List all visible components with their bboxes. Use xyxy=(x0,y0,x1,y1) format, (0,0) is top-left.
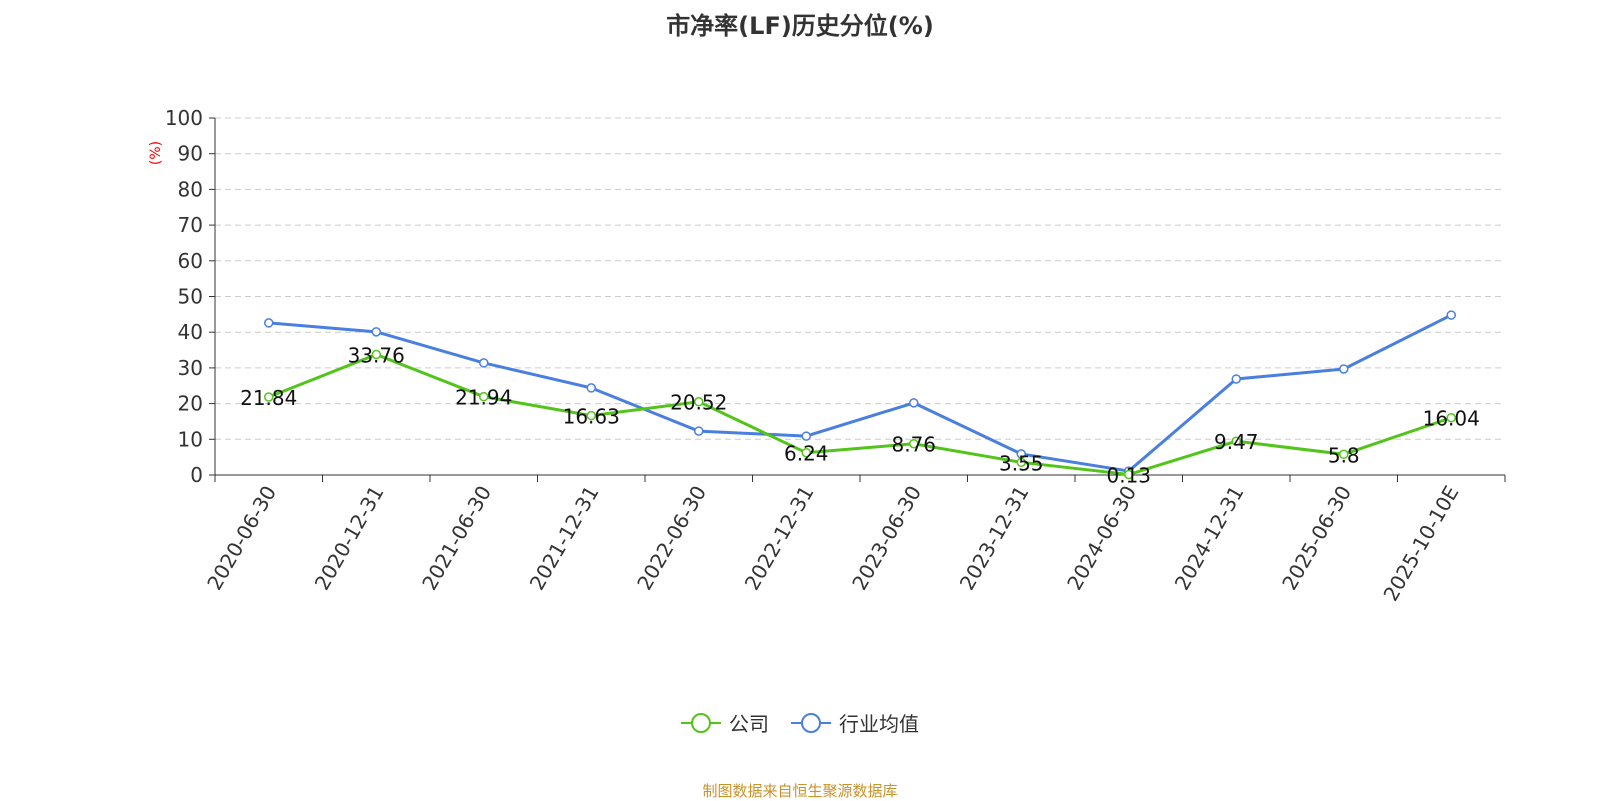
data-point xyxy=(909,398,919,408)
data-label: 21.94 xyxy=(455,386,512,410)
series-line xyxy=(268,313,1452,473)
data-label: 3.55 xyxy=(999,451,1044,475)
data-point xyxy=(479,358,489,368)
y-tick-label: 50 xyxy=(178,285,203,309)
data-label: 20.52 xyxy=(670,391,727,415)
chart-title: 市净率(LF)历史分位(%) xyxy=(666,12,934,40)
x-tick-label: 2024-06-30 xyxy=(1062,482,1141,595)
x-tick-label: 2025-06-30 xyxy=(1277,482,1356,595)
data-point xyxy=(1231,374,1241,384)
data-point xyxy=(371,349,381,360)
data-label: 33.76 xyxy=(348,343,405,367)
data-point xyxy=(1016,457,1026,468)
legend-item-company[interactable]: 公司 xyxy=(681,708,769,737)
legend-marker-icon xyxy=(791,712,831,733)
series-line xyxy=(268,352,1452,477)
data-point xyxy=(586,410,596,421)
legend-item-industry[interactable]: 行业均值 xyxy=(791,708,919,737)
data-point xyxy=(694,396,704,407)
legend: 公司 行业均值 xyxy=(0,708,1600,737)
data-point xyxy=(1339,449,1349,460)
data-label: 9.47 xyxy=(1214,430,1259,454)
data-point xyxy=(1124,469,1134,480)
data-point xyxy=(1231,436,1241,446)
x-tick-label: 2021-06-30 xyxy=(417,482,496,595)
x-tick-label: 2021-12-31 xyxy=(525,482,604,595)
data-label: 16.63 xyxy=(563,405,620,429)
legend-label: 公司 xyxy=(729,712,769,736)
y-axis-label: (%) xyxy=(148,141,164,165)
y-tick-label: 90 xyxy=(178,142,203,166)
x-tick-label: 2023-12-31 xyxy=(955,482,1034,595)
y-tick-label: 40 xyxy=(178,320,203,344)
data-label: 0.13 xyxy=(1106,464,1151,488)
y-tick-label: 60 xyxy=(178,249,203,273)
data-label: 21.84 xyxy=(240,386,297,410)
y-tick-label: 0 xyxy=(190,463,203,487)
y-tick-label: 70 xyxy=(178,213,203,237)
data-point xyxy=(264,392,274,402)
data-point xyxy=(1446,310,1456,320)
legend-marker-icon xyxy=(681,712,721,733)
data-point xyxy=(264,318,274,328)
data-label: 5.8 xyxy=(1328,443,1360,467)
x-tick-label: 2025-10-10E xyxy=(1378,482,1463,606)
x-tick-label: 2022-12-31 xyxy=(740,482,819,595)
y-tick-label: 100 xyxy=(165,106,203,130)
x-tick-label: 2023-06-30 xyxy=(847,482,926,595)
data-point xyxy=(1339,364,1349,374)
data-point xyxy=(694,426,704,436)
data-label: 8.76 xyxy=(891,433,936,457)
data-point xyxy=(801,447,811,458)
x-tick-label: 2024-12-31 xyxy=(1170,482,1249,595)
y-tick-label: 80 xyxy=(178,177,203,201)
data-point xyxy=(1446,412,1456,423)
data-point xyxy=(371,327,381,337)
data-point xyxy=(801,431,811,441)
data-point xyxy=(586,383,596,393)
x-tick-label: 2022-06-30 xyxy=(632,482,711,595)
x-tick-label: 2020-06-30 xyxy=(202,482,281,595)
data-label: 16.04 xyxy=(1423,407,1480,431)
data-label: 6.24 xyxy=(784,442,829,466)
source-note: 制图数据来自恒生聚源数据库 xyxy=(702,782,898,800)
data-point xyxy=(909,438,919,449)
legend-label: 行业均值 xyxy=(839,712,919,736)
y-tick-label: 10 xyxy=(178,427,203,451)
y-tick-label: 20 xyxy=(178,392,203,416)
data-point xyxy=(479,391,489,402)
x-tick-label: 2020-12-31 xyxy=(310,482,389,595)
y-tick-label: 30 xyxy=(178,356,203,380)
